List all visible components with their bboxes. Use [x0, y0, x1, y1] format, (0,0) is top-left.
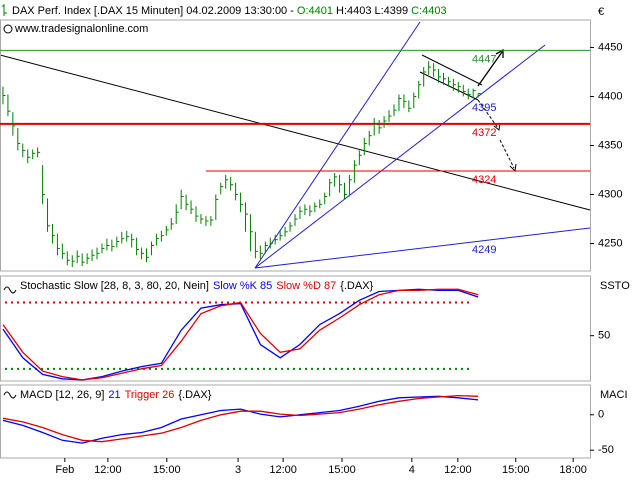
indicator-source: {.DAX} [178, 389, 211, 401]
x-tick-label: 12:00 [444, 464, 472, 476]
y-tick-label: 4300 [598, 188, 622, 200]
indicator-source: {.DAX} [340, 280, 373, 292]
y-tick-label: 0 [598, 409, 604, 421]
bar-icon [2, 4, 7, 16]
level-label: 4324 [472, 174, 496, 186]
x-tick-label: Feb [55, 464, 74, 476]
y-tick-label: 4250 [598, 237, 622, 249]
y-tick-label: 4450 [598, 41, 622, 53]
x-tick-label: 3 [235, 464, 241, 476]
legend-entry: 21 [108, 389, 120, 401]
indicator-icon [3, 391, 17, 399]
indicator-title: Stochastic Slow [28, 8, 3, 80, 20, Nein]… [20, 280, 374, 292]
x-tick-label: 15:00 [328, 464, 356, 476]
indicator-title: MACD [12, 26, 9] 21 Trigger 26 {.DAX} [20, 389, 212, 401]
quote: O:4401 [297, 5, 333, 17]
trend-line [254, 227, 591, 269]
currency-label: € [598, 6, 604, 18]
quote: H:4403 [336, 5, 371, 17]
trend-line [0, 54, 591, 211]
x-tick-label: 4 [409, 464, 415, 476]
header: DAX Perf. Index [.DAX 15 Minuten] 04.02.… [12, 5, 447, 17]
arrow [477, 99, 499, 129]
y-tick-label: -50 [598, 444, 614, 456]
legend-entry: Slow %K 85 [213, 280, 272, 292]
panel-frame [0, 275, 591, 382]
y-tick-label: 4350 [598, 139, 622, 151]
x-tick-label: 12:00 [94, 464, 122, 476]
panel-frame [0, 384, 591, 459]
legend-entry: Trigger 26 [125, 389, 175, 401]
copyright-icon [3, 24, 13, 34]
flag-line [421, 54, 483, 86]
trend-line [254, 44, 546, 269]
x-tick-label: 15:00 [153, 464, 181, 476]
trend-label: 4395 [472, 102, 496, 114]
series-line [2, 288, 479, 381]
y-tick-label: 50 [598, 330, 610, 342]
y-tick-label: 4400 [598, 90, 622, 102]
series-line [2, 394, 479, 443]
legend-entry: Slow %D 87 [276, 280, 336, 292]
quote: L:4399 [374, 5, 408, 17]
x-tick-label: 18:00 [559, 464, 587, 476]
arrow [499, 139, 515, 169]
indicator-icon [3, 286, 17, 294]
x-tick-label: 12:00 [269, 464, 297, 476]
subtitle: www.tradesignalonline.com [14, 23, 148, 35]
trend-label: 4249 [472, 244, 496, 256]
level-label: 4372 [472, 127, 496, 139]
indicator-name: MACD [12, 26, 9] [20, 389, 104, 401]
indicator-name: Stochastic Slow [28, 8, 3, 80, 20, Nein] [20, 280, 209, 292]
panel-label: MACI [600, 389, 628, 401]
arrow-head [493, 122, 501, 131]
panel-label: SSTO [600, 280, 630, 292]
chart-title: DAX Perf. Index [.DAX 15 Minuten] 04.02.… [12, 5, 294, 17]
x-tick-label: 15:00 [502, 464, 530, 476]
level-label: 4447 [472, 53, 496, 65]
trend-line [254, 21, 421, 269]
series-line [2, 395, 479, 444]
quote: C:4403 [411, 5, 446, 17]
